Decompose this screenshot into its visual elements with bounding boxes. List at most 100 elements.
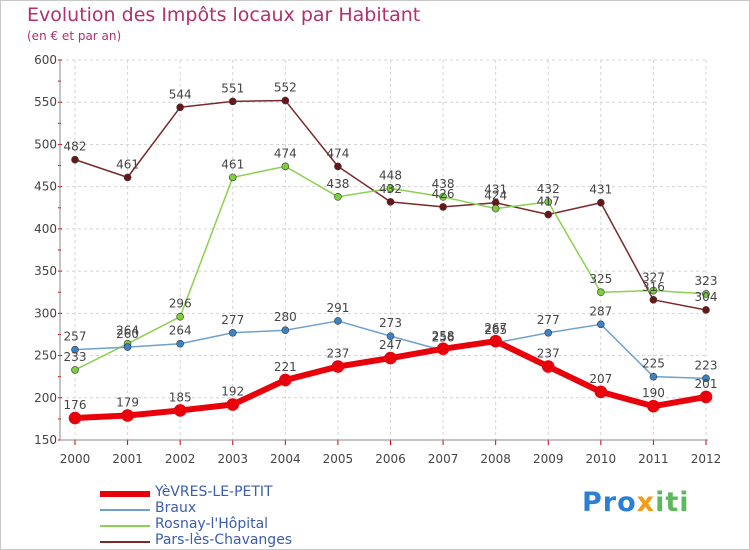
data-label: 233 — [64, 350, 87, 364]
logo-text-x: x — [636, 487, 656, 518]
legend-label-pars: Pars-lès-Chavanges — [155, 532, 293, 548]
x-tick-label: 2005 — [323, 452, 354, 466]
chart-legend: YèVRES-LE-PETIT Braux Rosnay-l'Hôpital P… — [100, 484, 360, 550]
data-label: 432 — [379, 182, 402, 196]
y-tick-label: 400 — [34, 222, 57, 236]
data-point — [386, 332, 395, 340]
data-label: 267 — [484, 321, 507, 335]
data-point — [384, 351, 397, 365]
data-point — [279, 373, 292, 387]
data-point — [702, 306, 710, 314]
legend-label-braux: Braux — [155, 500, 197, 516]
data-label: 207 — [589, 372, 612, 386]
y-tick-label: 450 — [34, 180, 57, 194]
data-label: 237 — [537, 347, 560, 361]
data-label: 280 — [274, 310, 297, 324]
legend-item-braux: Braux — [100, 500, 360, 518]
data-point — [334, 317, 342, 325]
data-point — [649, 286, 658, 295]
data-label: 291 — [326, 301, 349, 315]
data-point — [228, 328, 237, 337]
data-label: 273 — [379, 316, 402, 330]
data-label: 431 — [484, 183, 507, 197]
data-point — [176, 339, 184, 348]
data-label: 325 — [589, 272, 612, 286]
data-point — [647, 399, 660, 413]
data-point — [281, 326, 290, 335]
x-tick-label: 2008 — [480, 452, 511, 466]
data-label: 237 — [326, 347, 349, 361]
data-point — [386, 184, 395, 193]
x-tick-label: 2004 — [270, 452, 301, 466]
data-label: 474 — [274, 146, 297, 160]
data-label: 426 — [432, 187, 455, 201]
data-label: 260 — [116, 327, 139, 341]
logo-text-iti: iti — [655, 487, 690, 518]
data-point — [226, 398, 240, 411]
data-point — [173, 404, 187, 417]
data-label: 552 — [274, 81, 297, 95]
legend-item-pars: Pars-lès-Chavanges — [100, 532, 360, 550]
y-tick-label: 500 — [34, 137, 57, 151]
x-tick-label: 2006 — [375, 452, 406, 466]
data-label: 277 — [537, 313, 560, 327]
y-tick-label: 550 — [34, 95, 57, 109]
data-point — [649, 372, 658, 381]
y-tick-label: 150 — [34, 433, 57, 447]
x-tick-label: 2002 — [165, 452, 196, 466]
legend-item-yevres: YèVRES-LE-PETIT — [100, 484, 360, 502]
data-label: 221 — [274, 360, 297, 374]
data-point — [123, 173, 132, 182]
data-label: 225 — [642, 357, 665, 371]
data-label: 265 — [484, 323, 507, 337]
data-point — [702, 374, 710, 383]
legend-swatch-rosnay — [100, 525, 150, 527]
data-label: 185 — [169, 390, 192, 404]
legend-item-rosnay: Rosnay-l'Hôpital — [100, 516, 360, 534]
chart-title: Evolution des Impôts locaux par Habitant — [27, 4, 421, 26]
data-label: 461 — [221, 157, 244, 171]
data-label: 327 — [642, 271, 665, 285]
data-point — [544, 198, 553, 206]
data-label: 438 — [432, 177, 455, 191]
data-point — [228, 97, 237, 106]
data-point — [597, 198, 605, 207]
logo-text-pro: Pro — [582, 487, 637, 518]
data-label: 296 — [169, 297, 192, 311]
data-point — [649, 296, 658, 304]
legend-swatch-braux — [100, 509, 150, 511]
x-tick-label: 2009 — [533, 452, 564, 466]
data-point — [544, 210, 553, 219]
data-point — [439, 203, 447, 211]
data-point — [439, 193, 447, 201]
x-tick-label: 2000 — [60, 452, 91, 466]
data-label: 544 — [169, 87, 192, 101]
data-label: 316 — [642, 280, 665, 294]
y-tick-label: 200 — [34, 391, 57, 405]
data-point — [281, 96, 290, 105]
data-point — [68, 411, 82, 425]
data-point — [436, 342, 450, 356]
data-label: 551 — [221, 81, 244, 95]
data-label: 264 — [116, 324, 139, 338]
data-label: 264 — [169, 324, 192, 338]
data-label: 431 — [589, 183, 612, 197]
data-label: 482 — [64, 140, 87, 154]
legend-swatch-pars — [100, 541, 150, 543]
x-tick-label: 2011 — [638, 452, 669, 466]
data-label: 432 — [537, 182, 560, 196]
data-label: 304 — [695, 290, 718, 304]
data-label: 190 — [642, 386, 665, 400]
data-label: 179 — [116, 396, 139, 410]
chart-subtitle: (en € et par an) — [27, 29, 122, 43]
data-label: 247 — [379, 338, 402, 352]
data-label: 461 — [116, 157, 139, 171]
proxiti-logo: Proxiti — [582, 487, 690, 518]
legend-label-yevres: YèVRES-LE-PETIT — [155, 484, 273, 500]
data-point — [541, 360, 555, 373]
data-label: 201 — [695, 377, 718, 391]
data-point — [334, 193, 342, 201]
data-label: 277 — [221, 313, 244, 327]
data-label: 448 — [379, 168, 402, 182]
